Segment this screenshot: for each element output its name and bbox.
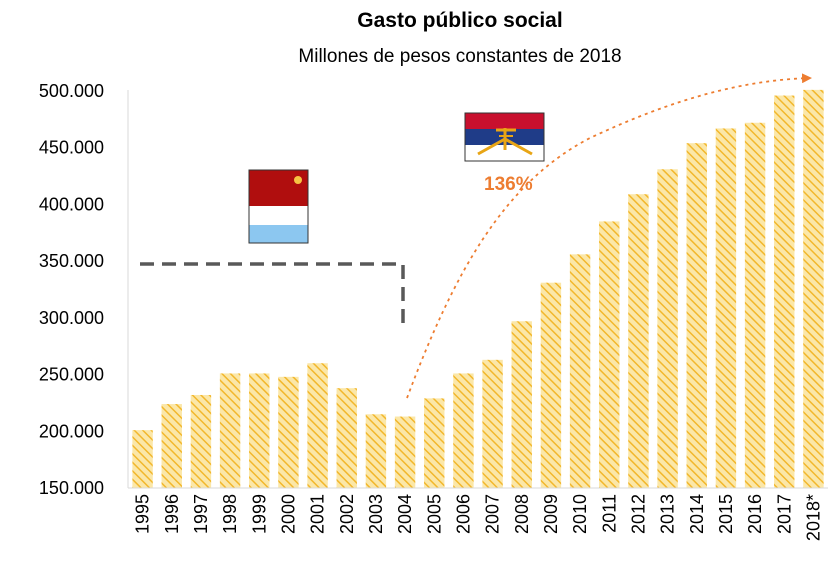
y-tick-label: 350.000	[39, 251, 104, 271]
bar-2003	[366, 414, 386, 488]
y-tick-label: 150.000	[39, 478, 104, 498]
bar-2006	[453, 373, 473, 488]
x-tick-label: 2000	[278, 494, 298, 534]
bar-2016	[745, 123, 765, 488]
bar-1999	[249, 373, 269, 488]
x-tick-label: 1999	[249, 494, 269, 534]
bar-2008	[512, 321, 532, 488]
y-tick-label: 250.000	[39, 365, 104, 385]
x-tick-label: 2002	[337, 494, 357, 534]
x-tick-label: 2007	[483, 494, 503, 534]
bar-2005	[424, 398, 444, 488]
y-tick-label: 200.000	[39, 421, 104, 441]
bar-1997	[191, 395, 211, 488]
bar-2004	[395, 417, 415, 488]
flag-icon	[249, 170, 308, 243]
y-axis-ticks: 150.000 200.000 250.000 300.000 350.000 400.0…	[39, 81, 104, 498]
x-tick-label: 2015	[716, 494, 736, 534]
bar-2011	[599, 221, 619, 488]
x-tick-label: 2017	[774, 494, 794, 534]
bar-2017	[774, 96, 794, 488]
x-tick-label: 1998	[220, 494, 240, 534]
period-bracket	[140, 264, 403, 326]
x-tick-label: 1996	[162, 494, 182, 534]
bar-2001	[307, 363, 327, 488]
x-tick-label: 2008	[512, 494, 532, 534]
chart-subtitle: Millones de pesos constantes de 2018	[298, 46, 621, 67]
y-tick-label: 400.000	[39, 194, 104, 214]
bar-2013	[657, 169, 677, 488]
bar-2007	[482, 360, 502, 488]
flag-icon	[465, 113, 544, 161]
growth-percentage-label: 136%	[484, 174, 533, 195]
bar-1996	[162, 404, 182, 488]
y-tick-label: 300.000	[39, 308, 104, 328]
y-tick-label: 500.000	[39, 81, 104, 101]
x-tick-label: 2005	[424, 494, 444, 534]
bar-2015	[716, 128, 736, 488]
x-tick-label: 2003	[366, 494, 386, 534]
bar-2009	[541, 283, 561, 488]
chart-title: Gasto público social	[357, 9, 562, 32]
bar-2014	[687, 143, 707, 488]
x-tick-label: 2016	[745, 494, 765, 534]
x-tick-label: 2006	[453, 494, 473, 534]
x-tick-label: 2014	[687, 494, 707, 534]
x-tick-label: 2009	[541, 494, 561, 534]
y-tick-label: 450.000	[39, 138, 104, 158]
x-axis-ticks: 1995 1996 1997 1998 1999 2000 2001 2002 2003 2004…	[133, 494, 824, 541]
x-tick-label: 2013	[658, 494, 678, 534]
bar-2018*	[803, 90, 823, 488]
x-tick-label: 2001	[308, 494, 328, 534]
x-tick-label: 2018*	[803, 494, 823, 541]
x-tick-label: 2012	[628, 494, 648, 534]
bar-2002	[337, 388, 357, 488]
x-tick-label: 2011	[599, 494, 619, 533]
bar-2010	[570, 254, 590, 488]
x-tick-label: 1995	[133, 494, 153, 534]
bar-1998	[220, 373, 240, 488]
x-tick-label: 1997	[191, 494, 211, 534]
x-tick-label: 2010	[570, 494, 590, 534]
bar-2000	[278, 377, 298, 488]
x-tick-label: 2004	[395, 494, 415, 534]
bar-1995	[132, 430, 152, 488]
bar-2012	[628, 194, 648, 488]
